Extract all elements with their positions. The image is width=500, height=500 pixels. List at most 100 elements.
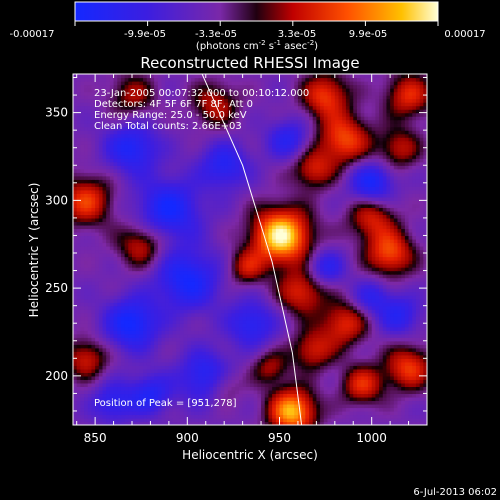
heatmap-cell	[338, 274, 343, 279]
heatmap-cell	[268, 256, 273, 261]
heatmap-cell	[412, 245, 417, 251]
heatmap-cell	[80, 270, 85, 275]
heatmap-cell	[379, 319, 384, 324]
heatmap-cell	[272, 407, 277, 412]
heatmap-cell	[364, 253, 369, 258]
heatmap-cell	[150, 379, 155, 384]
heatmap-cell	[87, 417, 93, 423]
heatmap-cell	[73, 417, 78, 423]
heatmap-cell	[91, 386, 96, 391]
heatmap-cell	[264, 312, 270, 317]
heatmap-cell	[316, 337, 321, 342]
heatmap-cell	[286, 393, 292, 398]
heatmap-cell	[220, 260, 225, 265]
heatmap-cell	[235, 410, 240, 416]
heatmap-cell	[353, 403, 358, 409]
heatmap-cell	[73, 274, 78, 279]
heatmap-cell	[286, 361, 292, 366]
heatmap-cell	[187, 354, 192, 359]
heatmap-cell	[349, 281, 354, 286]
heatmap-cell	[246, 295, 251, 300]
heatmap-cell	[331, 386, 336, 391]
heatmap-cell	[364, 361, 369, 366]
heatmap-cell	[246, 298, 251, 303]
heatmap-cell	[423, 410, 427, 416]
heatmap-cell	[176, 403, 181, 409]
heatmap-cell	[331, 330, 336, 335]
heatmap-cell	[415, 403, 421, 409]
heatmap-cell	[216, 417, 222, 423]
heatmap-cell	[87, 288, 93, 293]
heatmap-cell	[157, 368, 163, 373]
heatmap-cell	[312, 302, 317, 307]
heatmap-cell	[187, 284, 192, 289]
heatmap-cell	[168, 407, 174, 412]
heatmap-cell	[253, 316, 258, 321]
heatmap-cell	[312, 337, 317, 342]
heatmap-cell	[220, 393, 225, 398]
heatmap-cell	[279, 270, 284, 275]
heatmap-cell	[404, 358, 410, 363]
heatmap-cell	[168, 263, 174, 268]
heatmap-cell	[194, 379, 199, 384]
heatmap-cell	[202, 414, 207, 419]
heatmap-cell	[132, 347, 137, 352]
heatmap-cell	[375, 263, 380, 268]
heatmap-cell	[397, 396, 402, 402]
heatmap-cell	[320, 361, 325, 366]
heatmap-cell	[224, 267, 229, 272]
heatmap-cell	[246, 340, 251, 345]
heatmap-cell	[290, 400, 295, 405]
heatmap-cell	[286, 267, 292, 272]
heatmap-cell	[415, 407, 421, 412]
heatmap-cell	[194, 351, 199, 356]
heatmap-cell	[80, 274, 85, 279]
heatmap-cell	[368, 309, 373, 314]
heatmap-cell	[342, 309, 347, 314]
heatmap-cell	[379, 393, 384, 398]
heatmap-cell	[187, 302, 192, 307]
heatmap-cell	[80, 298, 85, 303]
heatmap-cell	[250, 354, 255, 359]
heatmap-cell	[238, 375, 244, 380]
heatmap-cell	[176, 368, 181, 373]
heatmap-cell	[106, 330, 111, 335]
heatmap-cell	[331, 298, 336, 303]
heatmap-cell	[264, 347, 270, 352]
heatmap-cell	[397, 323, 402, 328]
heatmap-cell	[379, 354, 384, 359]
heatmap-cell	[246, 379, 251, 384]
heatmap-cell	[356, 291, 362, 296]
heatmap-cell	[368, 326, 373, 331]
heatmap-cell	[84, 372, 89, 377]
heatmap-cell	[179, 267, 185, 272]
heatmap-cell	[98, 330, 104, 335]
heatmap-cell	[379, 291, 384, 296]
heatmap-cell	[102, 242, 107, 247]
heatmap-cell	[194, 361, 199, 366]
heatmap-cell	[312, 242, 317, 247]
heatmap-cell	[154, 253, 159, 258]
heatmap-cell	[143, 365, 148, 370]
heatmap-cell	[272, 245, 277, 251]
heatmap-cell	[404, 326, 410, 331]
heatmap-cell	[415, 410, 421, 416]
heatmap-cell	[312, 400, 317, 405]
heatmap-cell	[132, 260, 137, 265]
heatmap-cell	[290, 323, 295, 328]
heatmap-cell	[331, 242, 336, 247]
heatmap-cell	[120, 396, 126, 402]
heatmap-cell	[161, 368, 166, 373]
heatmap-cell	[213, 270, 218, 275]
heatmap-cell	[176, 372, 181, 377]
heatmap-cell	[91, 267, 96, 272]
heatmap-cell	[375, 414, 380, 419]
heatmap-cell	[143, 414, 148, 419]
heatmap-cell	[235, 379, 240, 384]
heatmap-cell	[143, 284, 148, 289]
heatmap-cell	[157, 295, 163, 300]
heatmap-cell	[198, 354, 203, 359]
heatmap-cell	[327, 379, 332, 384]
heatmap-cell	[135, 330, 140, 335]
heatmap-cell	[327, 403, 332, 409]
